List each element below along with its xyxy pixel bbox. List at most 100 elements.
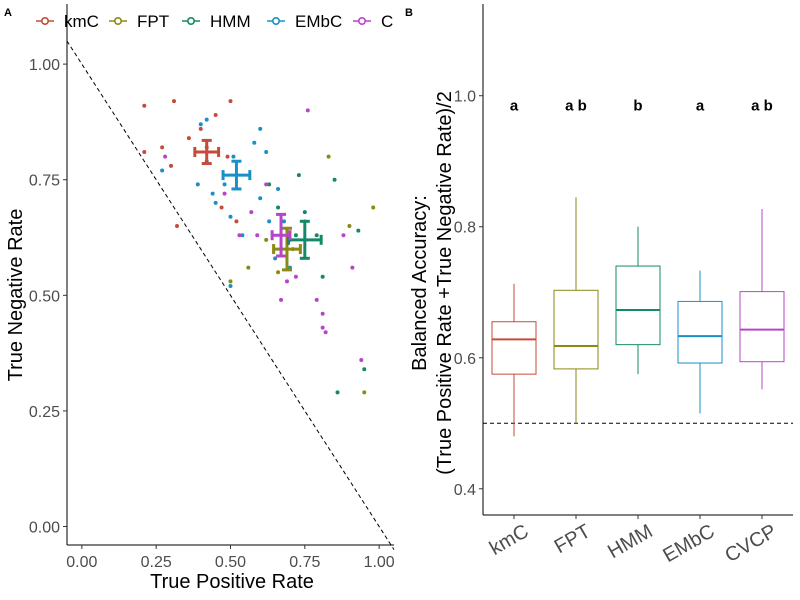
scatter-point-kmc [186, 136, 191, 141]
scatter-point-embc [231, 154, 236, 159]
scatter-point-cvcp [284, 279, 289, 284]
scatter-point-cvcp [163, 154, 168, 159]
scatter-point-kmc [172, 99, 177, 104]
scatter-point-fpt [228, 279, 233, 284]
scatter-point-fpt [362, 390, 367, 395]
scatter-point-fpt [276, 270, 281, 275]
scatter-point-cvcp [350, 265, 355, 270]
y-tick-label: 1.0 [454, 89, 476, 106]
box-iqr [491, 321, 537, 375]
y-tick-label: 0.75 [29, 173, 60, 190]
scatter-point-embc [198, 122, 203, 127]
scatter-point-hmm [332, 177, 337, 182]
scatter-point-embc [240, 233, 245, 238]
scatter-point-cvcp [264, 182, 269, 187]
scatter-point-hmm [302, 210, 307, 215]
diagonal-reference-line [66, 40, 395, 550]
scatter-point-embc [222, 182, 227, 187]
x-tick-label: 0.75 [289, 554, 320, 571]
scatter-point-kmc [142, 149, 147, 154]
box-iqr [677, 300, 723, 364]
scatter-point-kmc [198, 126, 203, 131]
scatter-point-embc [258, 126, 263, 131]
y-tick-label: 0.50 [29, 288, 60, 305]
x-tick-label: 0.00 [66, 554, 97, 571]
y-tick-label: 1.00 [29, 57, 60, 74]
scatter-point-embc [195, 182, 200, 187]
mean-errorbar-kmc [193, 138, 221, 166]
scatter-point-hmm [293, 233, 298, 238]
scatter-point-cvcp [222, 191, 227, 196]
scatter-point-kmc [169, 163, 174, 168]
scatter-point-kmc [228, 99, 233, 104]
y-tick-label: 0.4 [454, 482, 476, 499]
scatter-point-cvcp [293, 274, 298, 279]
significance-letter: a b [751, 98, 773, 115]
legend-label: C [381, 12, 393, 31]
legend-label: HMM [210, 12, 251, 31]
box-hmm [615, 226, 661, 375]
scatter-point-embc [210, 191, 215, 196]
scatter-panel: 0.00 0.25 0.50 0.75 1.00 0.00 0.25 0.50 0.75 1.00… [5, 4, 395, 593]
box-iqr [615, 265, 661, 346]
scatter-point-fpt [246, 265, 251, 270]
scatter-point-hmm [335, 390, 340, 395]
legend-key-marker [271, 16, 280, 25]
x-tick-label: kmC [486, 520, 533, 560]
boxplot-y-axis-title-line1: Balanced Accuracy: [409, 195, 431, 371]
scatter-point-cvcp [359, 358, 364, 363]
scatter-point-kmc [142, 103, 147, 108]
x-tick-label: CVCP [721, 520, 780, 567]
scatter-point-embc [160, 168, 165, 173]
x-tick-label: 1.00 [364, 554, 395, 571]
scatter-point-hmm [296, 173, 301, 178]
scatter-y-axis-title: True Negative Rate [5, 209, 27, 382]
scatter-point-embc [282, 219, 287, 224]
scatter-point-embc [264, 149, 269, 154]
x-tick-label: HMM [604, 520, 656, 563]
x-tick-label: 0.25 [141, 554, 172, 571]
y-tick-label: 0.00 [29, 520, 60, 537]
scatter-point-embc [228, 284, 233, 289]
mean-errorbar-hmm [286, 219, 323, 260]
x-tick-label: EMbC [659, 520, 718, 567]
scatter-points [142, 99, 376, 395]
scatter-point-embc [213, 200, 218, 205]
significance-letter: a [510, 98, 519, 115]
scatter-x-axis-title: True Positive Rate [150, 571, 314, 593]
scatter-point-cvcp [314, 297, 319, 302]
x-tick-label: 0.50 [215, 554, 246, 571]
scatter-point-cvcp [323, 330, 328, 335]
panel-a-tag: A [4, 7, 12, 19]
scatter-point-hmm [356, 228, 361, 233]
scatter-point-hmm [267, 182, 272, 187]
mean-errorbar-embc [221, 159, 252, 191]
scatter-point-cvcp [341, 233, 346, 238]
scatter-point-fpt [347, 223, 352, 228]
scatter-mean-errorbars [193, 138, 323, 272]
scatter-point-cvcp [249, 210, 254, 215]
mean-errorbar-cvcp [270, 212, 292, 258]
scatter-point-fpt [264, 237, 269, 242]
significance-letter: b [633, 98, 642, 115]
scatter-point-cvcp [279, 297, 284, 302]
scatter-point-hmm [362, 367, 367, 372]
x-tick-label: FPT [551, 520, 595, 558]
scatter-point-cvcp [320, 325, 325, 330]
scatter-point-embc [267, 219, 272, 224]
scatter-point-kmc [160, 145, 165, 150]
box-embc [677, 270, 723, 414]
legend: kmC FPT HMM EMbC C [36, 12, 393, 31]
scatter-point-embc [258, 196, 263, 201]
scatter-point-cvcp [305, 108, 310, 113]
significance-letter: a [696, 98, 705, 115]
legend-key-marker [357, 16, 366, 25]
legend-key-marker [40, 16, 49, 25]
legend-key-marker [187, 16, 196, 25]
scatter-point-embc [204, 117, 209, 122]
box-iqr [553, 289, 599, 370]
legend-label: EMbC [295, 12, 342, 31]
